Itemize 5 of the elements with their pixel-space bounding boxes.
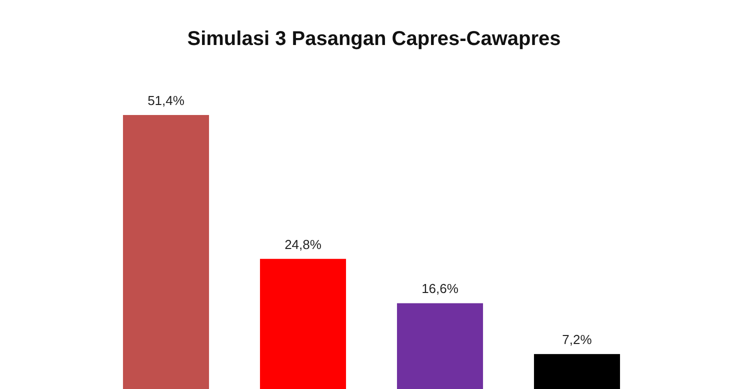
data-label: 16,6% <box>422 281 459 296</box>
data-label: 24,8% <box>284 236 322 252</box>
chart-title: Simulasi 3 Pasangan Capres-Cawapres <box>187 28 561 50</box>
data-label: 51,4% <box>148 93 185 108</box>
data-label: 7,2% <box>562 332 592 348</box>
